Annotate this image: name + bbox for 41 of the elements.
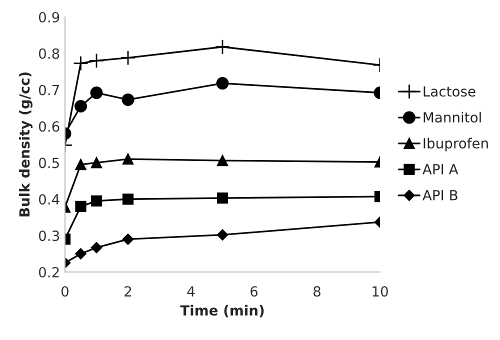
- y-tick-label: 0.4: [38, 194, 60, 205]
- point: [122, 234, 134, 245]
- point: [122, 93, 134, 106]
- x-tick-label: 4: [187, 286, 195, 296]
- y-tick-label: 0.9: [38, 12, 60, 22]
- x-tick-label: 8: [314, 286, 320, 297]
- point: [122, 194, 134, 205]
- point: [120, 50, 136, 66]
- point: [216, 77, 229, 90]
- point: [122, 154, 134, 165]
- x-axis-title: Time (min): [180, 304, 264, 318]
- point: [74, 100, 87, 112]
- point: [216, 154, 228, 166]
- y-tick-label: 0.2: [38, 266, 59, 278]
- legend-label: API B: [422, 190, 458, 200]
- point: [90, 242, 102, 254]
- y-tick-label: 0.5: [38, 158, 59, 168]
- point: [90, 86, 103, 100]
- legend-label: Lactose: [424, 86, 476, 97]
- point: [88, 53, 104, 68]
- y-axis-title: Bulk density (g/cc): [18, 72, 32, 216]
- point: [75, 200, 86, 212]
- point: [214, 39, 230, 55]
- x-tick-label: 6: [250, 286, 258, 297]
- y-tick-label: 0.8: [38, 48, 60, 59]
- legend-label: Ibuprofen: [424, 138, 488, 152]
- legend-label: API A: [422, 164, 458, 174]
- legend-label: Mannitol: [424, 112, 481, 123]
- y-tick-label: 0.7: [38, 84, 59, 96]
- point: [90, 157, 102, 168]
- point: [216, 229, 228, 240]
- point: [75, 248, 86, 260]
- x-tick-label: 0: [61, 286, 68, 297]
- point: [75, 158, 86, 170]
- y-tick-label: 0.3: [38, 230, 60, 242]
- y-tick-label: 0.6: [38, 121, 60, 132]
- point: [73, 56, 88, 71]
- x-tick-label: 10: [372, 286, 388, 297]
- point: [90, 195, 102, 207]
- x-tick-label: 2: [124, 286, 132, 296]
- point: [216, 192, 228, 204]
